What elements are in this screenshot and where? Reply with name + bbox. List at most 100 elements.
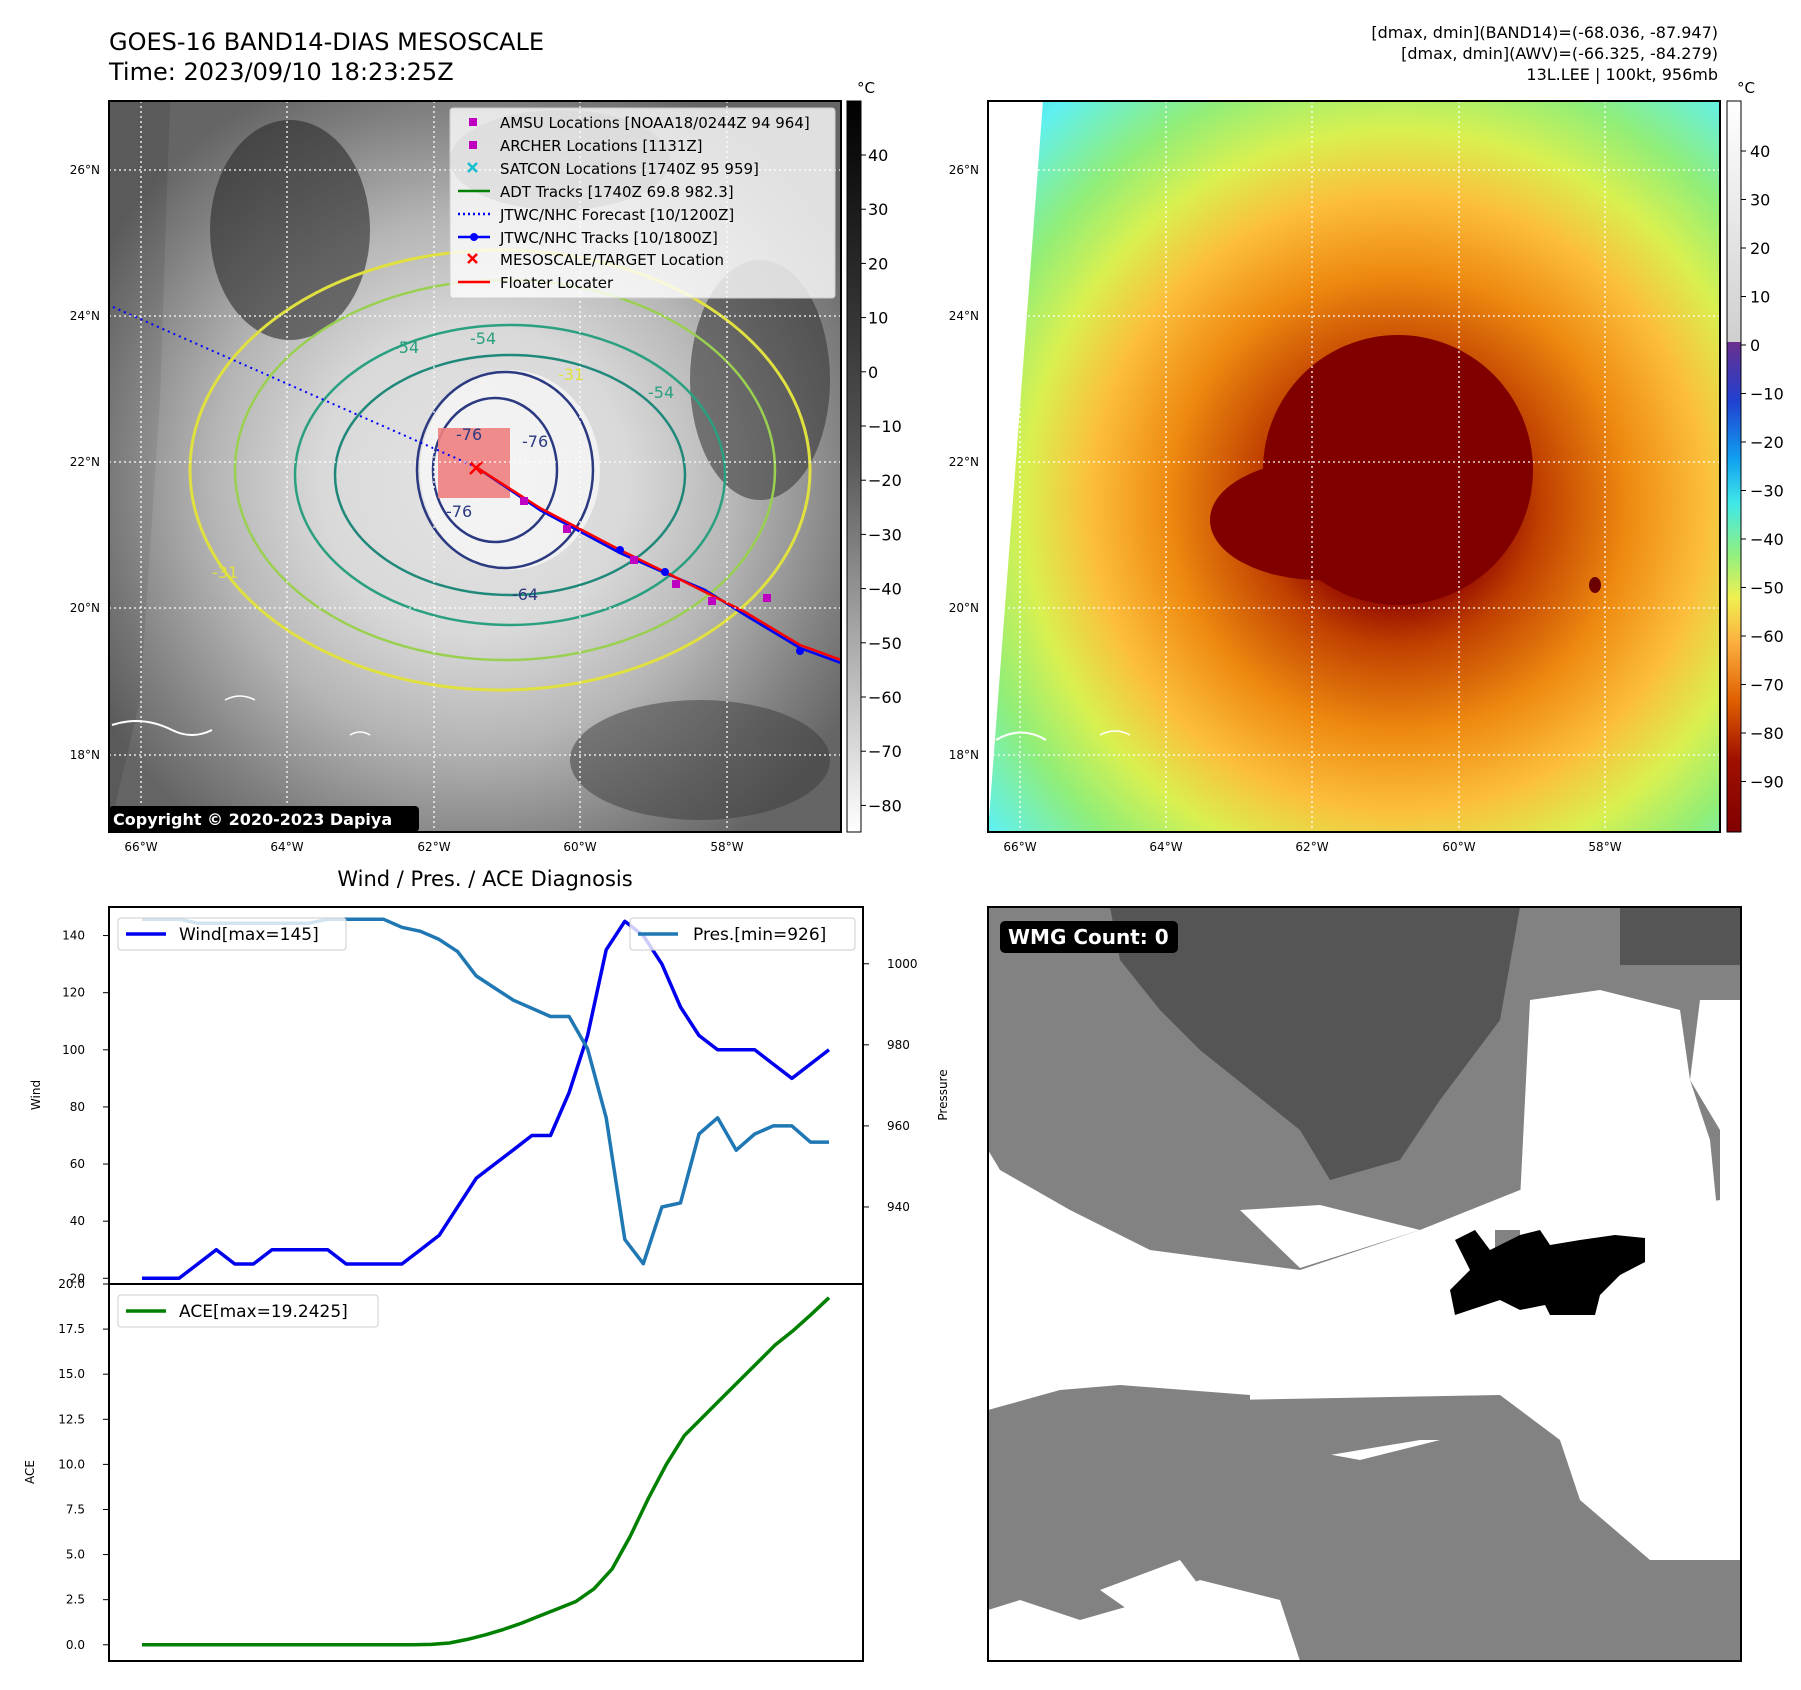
y-tick-label: 20.0 [58, 1277, 85, 1291]
colorbar-tick-label: −90 [1750, 773, 1784, 792]
contour-label: -54 [393, 338, 419, 357]
legend-marker-square [469, 118, 477, 126]
y-tick-label: 5.0 [66, 1548, 85, 1562]
copyright-badge [109, 806, 419, 832]
legend-marker-x [467, 162, 478, 173]
ir-map: -54 -54 -76 -76 -76 -64 -31 -31 -54 AMSU… [70, 100, 842, 854]
contour-label: -76 [456, 425, 482, 444]
colorbar-tick-label: −30 [1750, 482, 1784, 501]
chart-title: Wind / Pres. / ACE Diagnosis [337, 867, 632, 891]
lon-label: 64°W [1149, 840, 1182, 854]
y-tick-label: 80 [70, 1100, 85, 1114]
lat-label: 20°N [70, 601, 100, 615]
legend-item-adt: ADT Tracks [1740Z 69.8 982.3] [500, 183, 734, 201]
legend-item-target: MESOSCALE/TARGET Location [500, 251, 724, 269]
colorbar-tick-label: 0 [1750, 336, 1760, 355]
colorbar-tick-label: 10 [868, 309, 888, 328]
wmg-panel: WMG Count: 0 [987, 906, 1742, 1662]
y-tick-right-label: 940 [887, 1200, 910, 1214]
wind-axis-label: Wind [29, 1080, 43, 1110]
figure-time: Time: 2023/09/10 18:23:25Z [108, 58, 454, 86]
y-tick-label: 40 [70, 1214, 85, 1228]
colorbar-tick-label: −70 [1750, 676, 1784, 695]
colorbar-unit: °C [857, 79, 875, 97]
lon-label: 62°W [417, 840, 450, 854]
lat-label: 18°N [949, 748, 979, 762]
pressure-legend: Pres.[min=926] [629, 917, 856, 951]
colorbar-tick-label: −40 [1750, 530, 1784, 549]
legend-marker-x [467, 253, 478, 264]
ace-legend: ACE[max=19.2425] [117, 1294, 379, 1328]
contour-label: -54 [470, 329, 496, 348]
lon-label: 64°W [270, 840, 303, 854]
pressure-axis-label: Pressure [936, 1069, 950, 1120]
legend-item-forecast: JTWC/NHC Forecast [10/1200Z] [499, 206, 734, 224]
info-storm: 13L.LEE | 100kt, 956mb [1526, 65, 1718, 84]
colorbar-tick-label: −20 [868, 471, 902, 490]
colorbar-tick-label: 40 [1750, 142, 1770, 161]
y-tick-label: 17.5 [58, 1322, 85, 1336]
lat-label: 24°N [949, 309, 979, 323]
legend-ace: ACE[max=19.2425] [179, 1302, 348, 1322]
contour-label: -54 [648, 383, 674, 402]
y-tick-label: 2.5 [66, 1593, 85, 1607]
y-tick-label: 15.0 [58, 1367, 85, 1381]
legend-marker-dot [470, 233, 478, 241]
copyright-text: Copyright © 2020-2023 Dapiya [113, 810, 392, 829]
wind-series-line [142, 919, 831, 1281]
lat-label: 18°N [70, 748, 100, 762]
colorbar-tick-label: 20 [1750, 239, 1770, 258]
colorbar-tick-label: 0 [868, 363, 878, 382]
y-tick-right-label: 1000 [887, 957, 918, 971]
lon-label: 58°W [1588, 840, 1621, 854]
legend-item-archer: ARCHER Locations [1131Z] [500, 137, 703, 155]
y-tick-label: 0.0 [66, 1638, 85, 1652]
colorbar-tick-label: −70 [868, 742, 902, 761]
y-tick-label: 60 [70, 1157, 85, 1171]
lon-label: 60°W [1442, 840, 1475, 854]
y-tick-label: 12.5 [58, 1412, 85, 1426]
lon-label: 62°W [1295, 840, 1328, 854]
contour-label: -64 [512, 585, 538, 604]
wmg-count-label: WMG Count: 0 [1008, 925, 1169, 949]
ace-chart: 0.0 2.5 5.0 7.5 10.0 12.5 15.0 17.5 20.0 ACE ACE… [23, 1277, 864, 1662]
lat-label: 22°N [70, 455, 100, 469]
awv-colorbar: °C 40 30 20 10 0 −10 −20 −30 −40 −50 −60 −70 −80 −90 [1726, 79, 1784, 833]
lon-label: 66°W [124, 840, 157, 854]
colorbar-tick-label: −80 [1750, 724, 1784, 743]
ace-series-line [142, 1296, 831, 1647]
colorbar-tick-label: −10 [868, 417, 902, 436]
contour-label: -31 [558, 365, 584, 384]
y-tick-label: 140 [62, 929, 85, 943]
wmg-cold-core [1450, 1230, 1645, 1315]
wind-legend: Wind[max=145] [117, 917, 347, 951]
colorbar-tick-label: −20 [1750, 433, 1784, 452]
colorbar-tick-label: −10 [1750, 385, 1784, 404]
colorbar-tick-label: −80 [868, 796, 902, 815]
colorbar-tick-label: −50 [868, 634, 902, 653]
colorbar-tick-label: −60 [868, 688, 902, 707]
legend-wind: Wind[max=145] [179, 925, 319, 945]
y-tick-label: 10.0 [58, 1457, 85, 1471]
lon-label: 58°W [710, 840, 743, 854]
ace-axis-label: ACE [23, 1460, 37, 1484]
legend-item-satcon: SATCON Locations [1740Z 95 959] [500, 160, 759, 178]
figure-title: GOES-16 BAND14-DIAS MESOSCALE [109, 28, 544, 56]
info-band14: [dmax, dmin](BAND14)=(-68.036, -87.947) [1371, 23, 1718, 42]
y-tick-label: 7.5 [66, 1502, 85, 1516]
y-tick-label: 20 [70, 1271, 85, 1285]
contour-label: -76 [522, 432, 548, 451]
lat-label: 24°N [70, 309, 100, 323]
legend-item-floater: Floater Locater [500, 274, 614, 292]
colorbar-tick-label: −60 [1750, 627, 1784, 646]
lat-label: 26°N [949, 163, 979, 177]
y-tick-right-label: 960 [887, 1119, 910, 1133]
wmg-badge [1000, 921, 1178, 953]
colorbar-unit: °C [1737, 79, 1755, 97]
colorbar-tick-label: 20 [868, 254, 888, 273]
lon-label: 60°W [563, 840, 596, 854]
ir-legend: AMSU Locations [NOAA18/0244Z 94 964] ARC… [449, 107, 836, 299]
legend-item-amsu: AMSU Locations [NOAA18/0244Z 94 964] [500, 114, 810, 132]
colorbar-tick-label: 10 [1750, 288, 1770, 307]
